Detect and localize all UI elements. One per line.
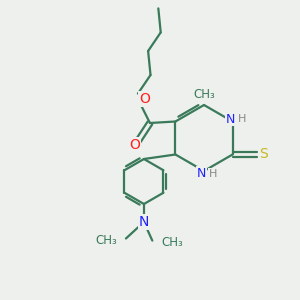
Text: N: N xyxy=(139,215,149,229)
Text: O: O xyxy=(130,138,140,152)
Text: O: O xyxy=(139,92,150,106)
Text: H: H xyxy=(237,113,246,124)
Text: N: N xyxy=(197,167,206,180)
Text: CH₃: CH₃ xyxy=(161,236,183,250)
Text: CH₃: CH₃ xyxy=(95,234,117,248)
Text: S: S xyxy=(259,148,268,161)
Text: H: H xyxy=(209,169,217,179)
Text: CH₃: CH₃ xyxy=(193,88,215,101)
Text: N: N xyxy=(226,112,235,126)
